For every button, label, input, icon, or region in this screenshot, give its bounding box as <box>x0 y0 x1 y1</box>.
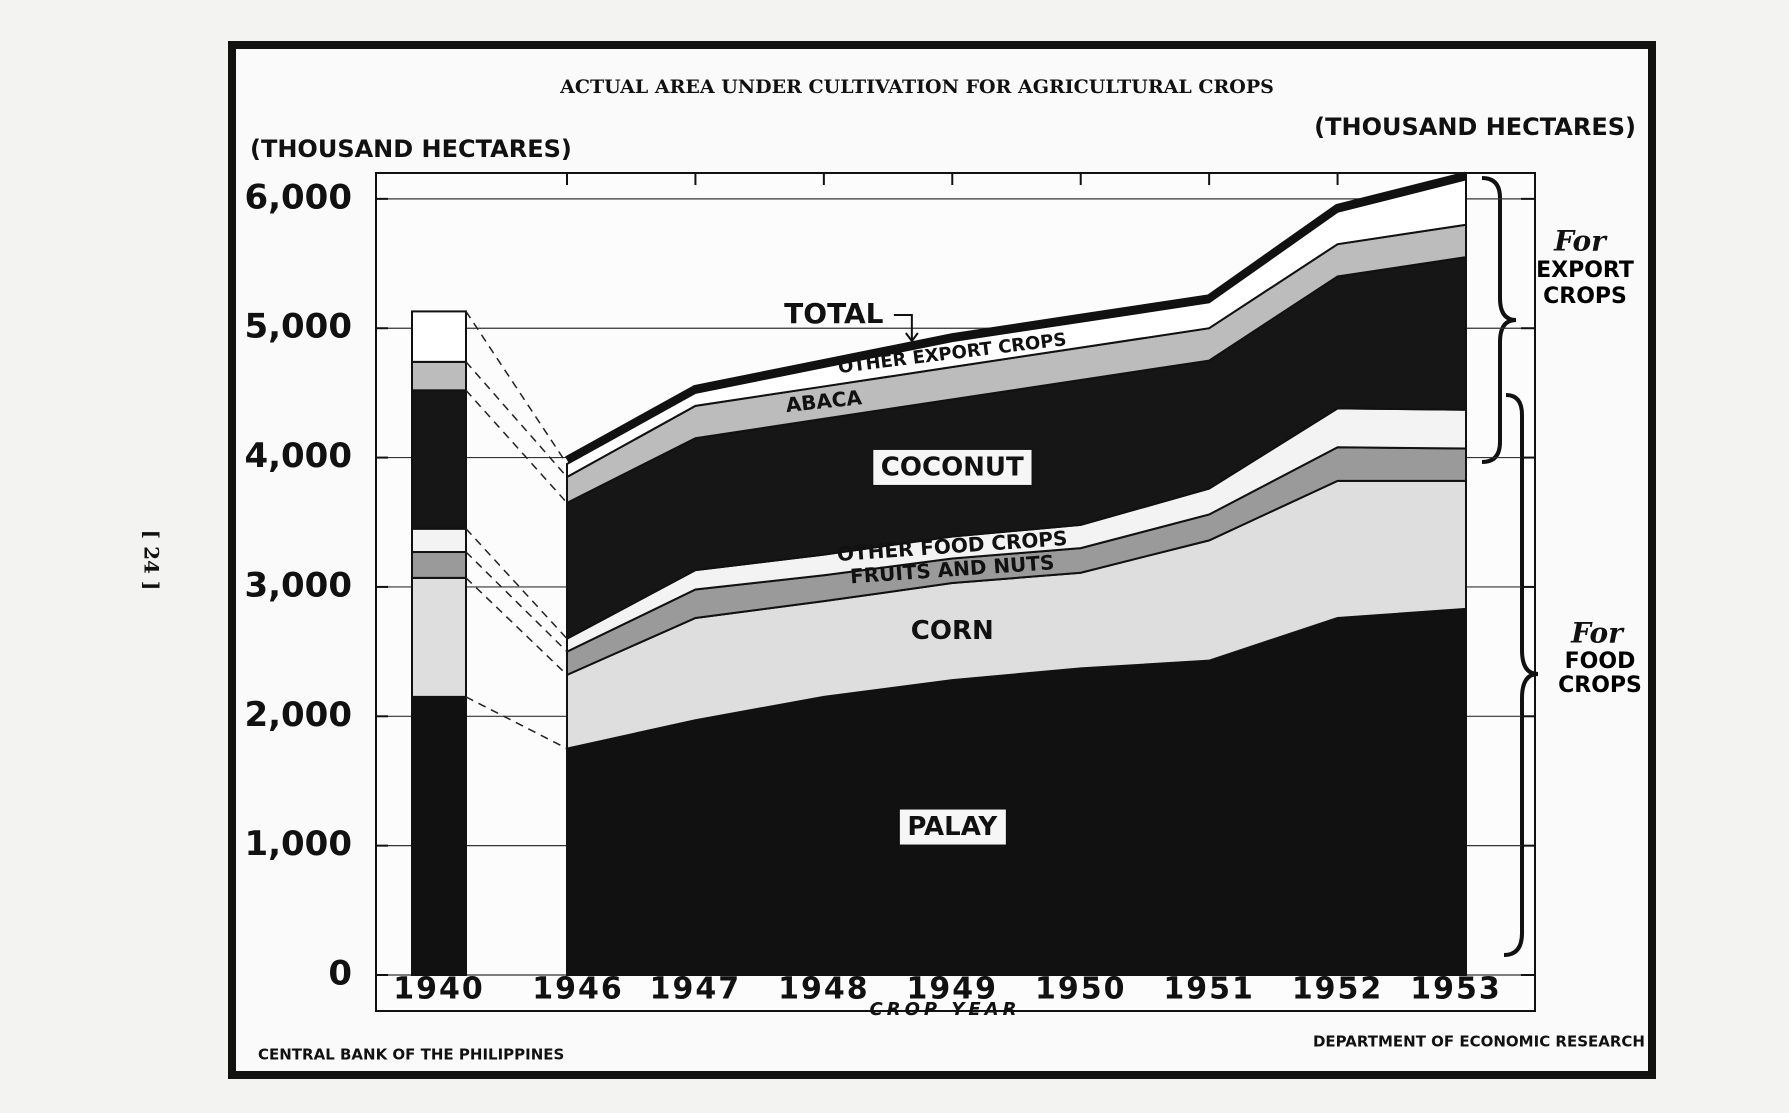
y-tick-label: 4,000 <box>244 436 352 476</box>
x-axis-label: CROP YEAR <box>870 999 1021 1020</box>
export-group-label: EXPORT CROPS <box>1536 258 1634 309</box>
export-brace <box>1481 176 1517 464</box>
y-tick-label: 2,000 <box>244 695 352 735</box>
bar-segment <box>411 360 467 392</box>
series-label-group: CORN <box>911 616 994 646</box>
label-box <box>898 808 1007 846</box>
bar-segment <box>411 527 467 554</box>
connector <box>465 551 568 653</box>
series-label: COCONUT <box>881 452 1024 482</box>
bar-segment <box>411 310 467 363</box>
series-label-group: PALAY <box>898 808 1007 846</box>
source-right: DEPARTMENT OF ECONOMIC RESEARCH <box>1313 1033 1645 1051</box>
label-box <box>872 448 1033 486</box>
x-tick-label: 1948 <box>778 972 870 1007</box>
y-axis-label: (THOUSAND HECTARES) <box>250 135 572 163</box>
export-group-prefix: For <box>1553 225 1608 258</box>
food-group-prefix: For <box>1570 617 1625 650</box>
connector <box>465 696 568 750</box>
connector <box>465 361 568 478</box>
x-tick-label: 1946 <box>532 972 624 1007</box>
connector <box>465 389 568 504</box>
x-tick-label: 1952 <box>1292 972 1384 1007</box>
x-tick-label: 1947 <box>650 972 742 1007</box>
series-label: PALAY <box>907 812 998 842</box>
connector <box>465 577 568 676</box>
food-brace <box>1503 393 1539 957</box>
chart-title: ACTUAL AREA UNDER CULTIVATION FOR AGRICU… <box>559 76 1274 98</box>
y-tick-label: 1,000 <box>244 824 352 864</box>
total-label: TOTAL <box>784 297 883 330</box>
series-label-group: COCONUT <box>872 448 1033 486</box>
y-tick-label: 6,000 <box>244 177 352 217</box>
bar-segment <box>411 576 467 698</box>
page-number: [ 24 ] <box>140 530 164 591</box>
y-tick-label: 0 <box>328 954 352 994</box>
series-label: CORN <box>911 616 994 646</box>
food-group-box: FOOD CROPS <box>1558 650 1642 698</box>
bar-segment <box>411 389 467 530</box>
total-arrow <box>893 314 919 343</box>
source-left: CENTRAL BANK OF THE PHILIPPINES <box>258 1046 564 1064</box>
x-tick-label: 1953 <box>1410 972 1502 1007</box>
x-tick-label: 1950 <box>1035 972 1127 1007</box>
export-group-box: EXPORT CROPS <box>1536 258 1634 309</box>
y-tick-label: 3,000 <box>244 565 352 605</box>
bar-segment <box>411 695 467 976</box>
food-group-label: FOOD CROPS <box>1558 650 1642 698</box>
x-tick-label: 1940 <box>393 972 485 1007</box>
y-tick-label: 5,000 <box>244 307 352 347</box>
total-line <box>565 171 1467 464</box>
x-tick-label: 1949 <box>907 972 999 1007</box>
bar-segment <box>411 551 467 579</box>
x-tick-label: 1951 <box>1163 972 1255 1007</box>
connector <box>465 528 568 640</box>
connector <box>465 310 568 465</box>
y2-axis-label: (THOUSAND HECTARES) <box>1314 113 1636 141</box>
